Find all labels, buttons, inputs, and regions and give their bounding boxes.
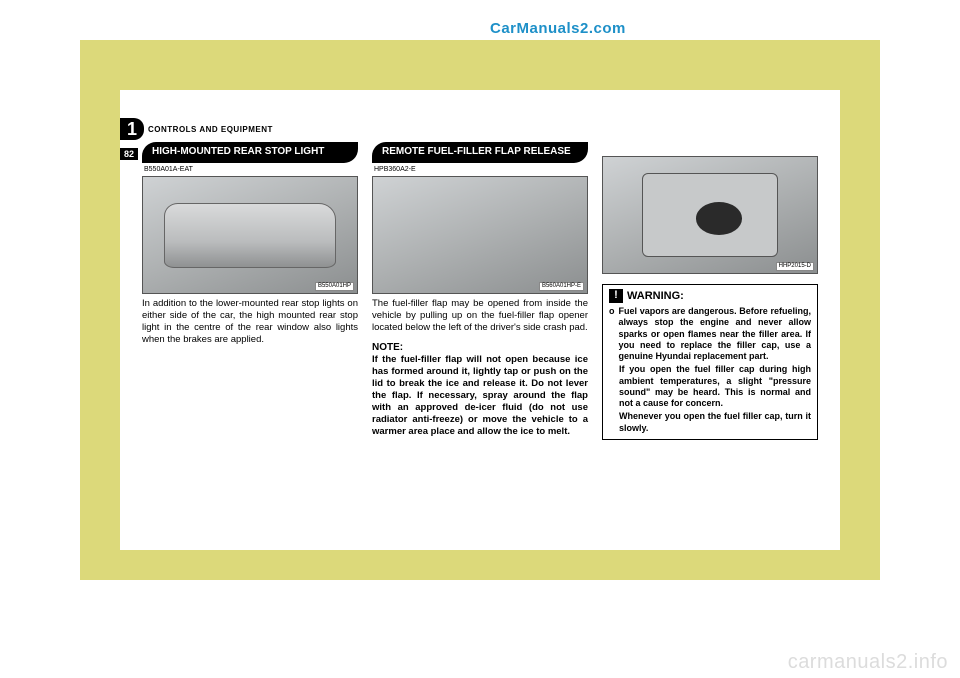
warning-p2: If you open the fuel filler cap during h… <box>609 364 811 409</box>
warning-p1: Fuel vapors are dangerous. Before refuel… <box>619 306 812 362</box>
doc-code: B550A01A-EAT <box>144 166 358 175</box>
spacer <box>602 142 818 156</box>
fuel-cap-illustration <box>696 202 742 235</box>
topic-heading: REMOTE FUEL-FILLER FLAP RELEASE <box>372 142 588 163</box>
section-header: 1 CONTROLS AND EQUIPMENT <box>120 118 273 140</box>
warning-box: ! WARNING: o Fuel vapors are dangerous. … <box>602 284 818 440</box>
vehicle-illustration <box>164 203 335 268</box>
column-3: HHP2015-D ! WARNING: o Fuel vapors are d… <box>602 142 818 542</box>
warning-icon: ! <box>609 289 623 303</box>
body-text: The fuel-filler flap may be opened from … <box>372 298 588 334</box>
page-background: 1 CONTROLS AND EQUIPMENT 82 HIGH-MOUNTED… <box>80 40 880 580</box>
column-1: HIGH-MOUNTED REAR STOP LIGHT B550A01A-EA… <box>142 142 358 542</box>
note-heading: NOTE: <box>372 342 588 355</box>
column-2: REMOTE FUEL-FILLER FLAP RELEASE HPB360A2… <box>372 142 588 542</box>
figure-fuel-flap: HHP2015-D <box>602 156 818 274</box>
page-content: 1 CONTROLS AND EQUIPMENT 82 HIGH-MOUNTED… <box>120 90 840 550</box>
topic-heading: HIGH-MOUNTED REAR STOP LIGHT <box>142 142 358 163</box>
doc-code: HPB360A2-E <box>374 166 588 175</box>
fuel-flap-illustration <box>642 173 779 257</box>
content-columns: HIGH-MOUNTED REAR STOP LIGHT B550A01A-EA… <box>142 142 818 542</box>
figure-label: HHP2015-D <box>776 262 814 272</box>
figure-fuel-release: B560A01HP-E <box>372 176 588 294</box>
figure-label: B560A01HP-E <box>539 282 584 292</box>
body-text: In addition to the lower-mounted rear st… <box>142 298 358 346</box>
section-title: CONTROLS AND EQUIPMENT <box>148 125 273 134</box>
warning-heading: ! WARNING: <box>609 290 811 304</box>
figure-rear-stop-light: B550A01HP <box>142 176 358 294</box>
page-number: 82 <box>120 148 138 160</box>
note-body: If the fuel-filler flap will not open be… <box>372 354 588 437</box>
warning-body: o Fuel vapors are dangerous. Before refu… <box>609 306 811 434</box>
watermark-bottom: carmanuals2.info <box>788 651 948 674</box>
bullet-marker: o <box>609 306 615 362</box>
watermark-top: CarManuals2.com <box>490 20 626 37</box>
figure-label: B550A01HP <box>315 282 354 292</box>
warning-label: WARNING: <box>627 290 684 304</box>
warning-p3: Whenever you open the fuel filler cap, t… <box>609 411 811 434</box>
section-number: 1 <box>120 118 144 140</box>
